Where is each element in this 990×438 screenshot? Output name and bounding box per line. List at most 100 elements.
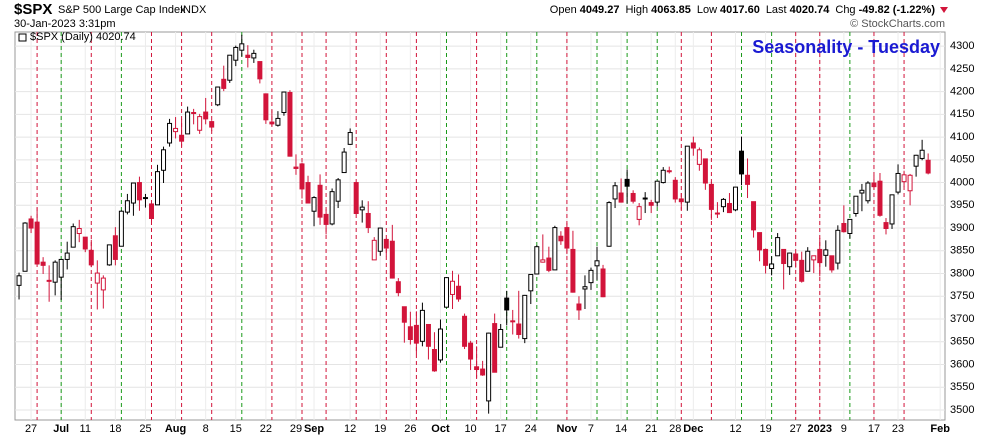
- y-tick-label: 4300: [950, 40, 974, 52]
- candle-body: [359, 206, 365, 211]
- y-tick-label: 4250: [950, 63, 974, 75]
- x-tick-label: 27: [790, 423, 802, 435]
- candle-body: [161, 149, 167, 171]
- stat-value: 4017.60: [720, 4, 760, 16]
- candle-body: [82, 236, 88, 250]
- candle-body: [769, 263, 775, 270]
- candle-body: [413, 324, 419, 344]
- candle-body: [793, 253, 799, 261]
- candle-body: [94, 272, 100, 284]
- candle-body: [323, 213, 329, 225]
- candle-body: [70, 226, 76, 248]
- symbol: $SPX: [14, 1, 52, 18]
- candle-body: [118, 210, 124, 247]
- candle-body: [522, 294, 528, 340]
- x-tick-label: 11: [80, 423, 91, 435]
- candle-body: [859, 189, 865, 194]
- candle-body: [919, 149, 925, 159]
- candle-body: [847, 218, 853, 235]
- x-tick-label: 15: [230, 423, 242, 435]
- candle-body: [40, 261, 46, 266]
- candle-body: [594, 260, 600, 267]
- y-tick-label: 3550: [950, 381, 974, 393]
- x-tick-label: 17: [868, 423, 880, 435]
- candle-body: [299, 163, 305, 190]
- candle-body: [64, 252, 70, 260]
- candle-body: [88, 249, 94, 266]
- candle-body: [504, 297, 510, 311]
- y-tick-label: 3700: [950, 313, 974, 325]
- x-tick-label: 14: [615, 423, 627, 435]
- chart-title: Seasonality - Tuesday: [752, 37, 940, 57]
- candle-body: [648, 202, 654, 206]
- y-tick-label: 4200: [950, 85, 974, 97]
- x-tick-label: 25: [139, 423, 151, 435]
- candle-body: [486, 332, 492, 402]
- x-tick-label: 8: [203, 423, 209, 435]
- candle-body: [817, 248, 823, 264]
- candle-body: [335, 179, 341, 202]
- exchange: INDX: [180, 4, 207, 16]
- candle-body: [889, 194, 895, 225]
- candle-body: [600, 268, 606, 298]
- x-tick-label: 19: [374, 423, 386, 435]
- x-tick-label: 17: [495, 423, 507, 435]
- stat-label: Low: [697, 4, 717, 16]
- candle-body: [136, 182, 142, 201]
- candle-body: [775, 237, 781, 257]
- candle-body: [582, 286, 588, 290]
- candle-body: [823, 249, 829, 256]
- candle-body: [124, 200, 130, 213]
- candle-body: [690, 142, 696, 149]
- x-tick-label: 28: [669, 423, 681, 435]
- candle-body: [781, 248, 787, 265]
- y-tick-label: 3500: [950, 404, 974, 416]
- candle-body: [148, 203, 154, 219]
- candle-body: [672, 179, 678, 200]
- candle-body: [739, 150, 745, 175]
- candle-body: [203, 111, 209, 120]
- x-tick-label: 23: [892, 423, 904, 435]
- candle-body: [281, 91, 287, 114]
- x-tick-label: 12: [344, 423, 356, 435]
- candle-body: [474, 366, 480, 371]
- candle-body: [552, 227, 558, 271]
- candle-body: [431, 348, 437, 372]
- candle-body: [389, 240, 395, 279]
- plot-frame: [14, 31, 946, 421]
- candle-body: [642, 197, 648, 200]
- y-tick-label: 3950: [950, 199, 974, 211]
- stat-value: -49.82 (-1.22%): [859, 4, 936, 16]
- candle-body: [588, 269, 594, 284]
- candle-body: [112, 235, 118, 260]
- down-arrow: [940, 7, 948, 13]
- stat-value: 4049.27: [580, 4, 620, 16]
- candle-body: [191, 112, 197, 115]
- candle-body: [468, 342, 474, 360]
- candle-body: [558, 235, 564, 242]
- candle-body: [34, 221, 40, 265]
- x-tick-label: Dec: [683, 423, 703, 435]
- candle-body: [22, 222, 28, 272]
- candle-body: [401, 306, 407, 323]
- y-tick-label: 4150: [950, 108, 974, 120]
- candle-body: [612, 185, 618, 200]
- candle-body: [606, 202, 612, 247]
- candle-body: [624, 178, 630, 187]
- candle-body: [347, 132, 353, 145]
- candle-body: [257, 61, 263, 80]
- candle-body: [678, 198, 684, 203]
- candle-body: [805, 250, 811, 272]
- candle-body: [907, 174, 913, 192]
- candle-body: [28, 218, 34, 229]
- candle-body: [275, 117, 281, 126]
- candle-body: [317, 184, 323, 218]
- candle-body: [763, 248, 769, 266]
- candle-body: [437, 328, 443, 361]
- stat-value: 4063.85: [651, 4, 691, 16]
- candle-body: [528, 273, 534, 292]
- candle-body: [197, 116, 203, 131]
- candle-body: [811, 255, 817, 261]
- candle-body: [829, 255, 835, 271]
